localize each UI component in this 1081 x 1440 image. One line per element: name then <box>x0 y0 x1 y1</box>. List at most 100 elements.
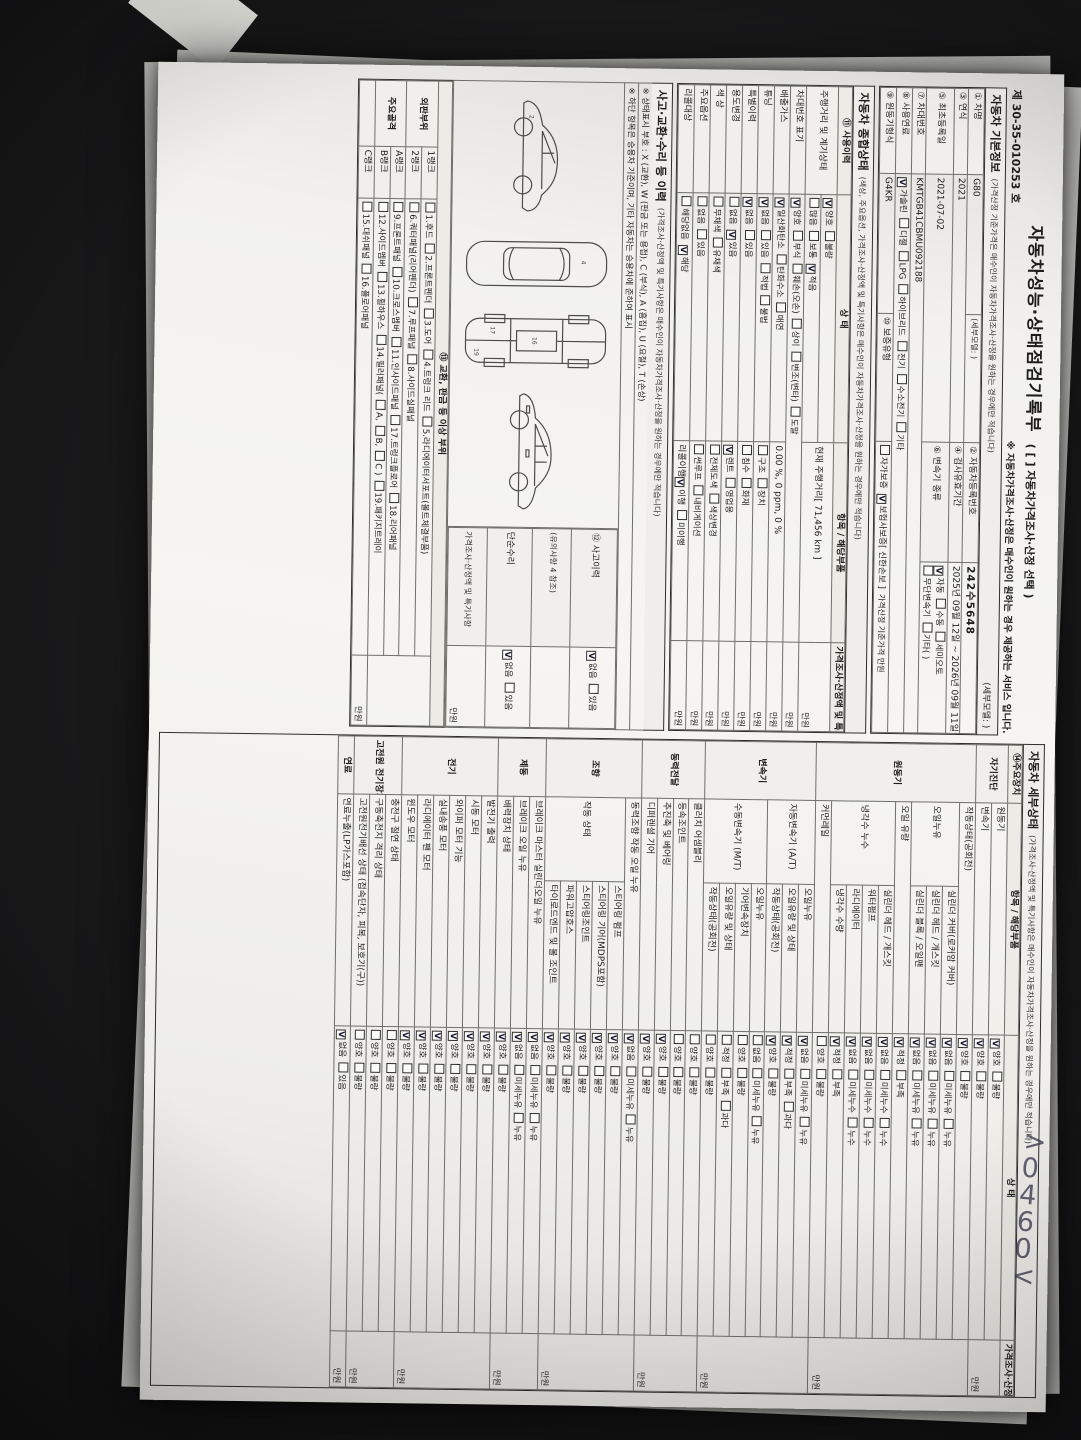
checkbox-색상변경[interactable]: 색상변경 <box>706 493 720 537</box>
checkbox-box[interactable] <box>657 1066 669 1077</box>
checkbox-box[interactable]: V <box>415 1030 426 1041</box>
checkbox-box[interactable] <box>809 197 820 208</box>
checkbox-적법[interactable]: 적법 <box>757 262 771 291</box>
checkbox-8.사이드실패널[interactable]: 8.사이드실패널 <box>404 354 418 422</box>
checkbox-불량[interactable]: 불량 <box>399 1063 413 1091</box>
checkbox-box[interactable] <box>760 295 771 306</box>
checkbox-장치[interactable]: 장치 <box>754 477 768 506</box>
checkbox-box[interactable]: V <box>822 198 833 209</box>
checkbox-없음[interactable]: V없음 <box>798 1035 809 1064</box>
checkbox-box[interactable] <box>375 399 386 411</box>
checkbox-box[interactable]: V <box>511 1031 522 1042</box>
checkbox-box[interactable] <box>898 250 909 261</box>
checkbox-box[interactable]: V <box>678 244 689 255</box>
checkbox-불량[interactable]: 불량 <box>463 1063 477 1092</box>
checkbox-불량[interactable]: 불량 <box>591 1065 605 1094</box>
checkbox-2.프론트펜더[interactable]: 2.프론트펜더 <box>421 243 435 303</box>
checkbox-box[interactable] <box>927 1119 938 1130</box>
checkbox-box[interactable]: V <box>989 1038 1001 1049</box>
checkbox-box[interactable] <box>689 1034 701 1045</box>
checkbox-14.필러패널([interactable]: 14.필러패널( <box>373 334 387 395</box>
checkbox-자동[interactable]: V자동 <box>933 565 945 594</box>
checkbox-box[interactable] <box>741 444 753 456</box>
checkbox-없음[interactable]: V없음 <box>623 1033 634 1061</box>
checkbox-box[interactable]: V <box>495 1031 506 1042</box>
checkbox-box[interactable]: V <box>575 1032 586 1043</box>
checkbox-box[interactable] <box>481 1064 493 1075</box>
checkbox-box[interactable] <box>393 202 404 213</box>
checkbox-box[interactable] <box>449 1063 461 1074</box>
checkbox-없음[interactable]: V없음 <box>586 650 597 679</box>
checkbox-적음[interactable]: V적음 <box>805 263 816 291</box>
checkbox-과다[interactable]: 과다 <box>718 1100 731 1128</box>
checkbox-양호[interactable]: V양호 <box>973 1038 985 1066</box>
checkbox-box[interactable] <box>737 1034 748 1046</box>
checkbox-많음[interactable]: 많음 <box>806 197 820 226</box>
checkbox-box[interactable] <box>757 477 768 489</box>
checkbox-box[interactable] <box>338 1062 349 1073</box>
checkbox-해당없음[interactable]: 해당없음 <box>679 196 692 240</box>
checkbox-box[interactable] <box>816 1068 827 1080</box>
checkbox-box[interactable] <box>760 262 771 273</box>
checkbox-box[interactable]: V <box>893 1037 905 1048</box>
checkbox-box[interactable] <box>784 1068 795 1079</box>
checkbox-box[interactable] <box>374 425 385 436</box>
checkbox-box[interactable]: V <box>479 1031 490 1042</box>
checkbox-4.트렁크 리드[interactable]: 4.트렁크 리드 <box>420 349 434 412</box>
checkbox-box[interactable]: V <box>805 263 816 274</box>
checkbox-box[interactable] <box>593 1065 605 1076</box>
checkbox-불법[interactable]: 불법 <box>757 295 771 324</box>
checkbox-양호[interactable]: V양호 <box>790 197 801 226</box>
checkbox-기타( )[interactable]: 기타( ) <box>920 622 934 659</box>
checkbox-불량[interactable]: 불량 <box>686 1067 700 1095</box>
checkbox-있음[interactable]: 있음 <box>335 1062 349 1090</box>
checkbox-box[interactable]: V <box>463 1031 474 1042</box>
checkbox-box[interactable] <box>673 1066 684 1078</box>
checkbox-적정[interactable]: V적정 <box>893 1037 905 1065</box>
checkbox-미세누유[interactable]: 미세누유 <box>623 1066 637 1110</box>
checkbox-매연[interactable]: 매연 <box>773 302 787 331</box>
checkbox-box[interactable] <box>709 444 721 455</box>
checkbox-미이행[interactable]: 미이행 <box>674 509 688 546</box>
checkbox-box[interactable] <box>776 253 787 265</box>
checkbox-box[interactable] <box>422 416 433 427</box>
checkbox-box[interactable]: V <box>798 1035 809 1046</box>
checkbox-box[interactable] <box>936 598 947 609</box>
checkbox-없음[interactable]: 없음 <box>750 1035 764 1063</box>
checkbox-없음[interactable]: V없음 <box>909 1037 921 1065</box>
checkbox-box[interactable] <box>898 217 910 228</box>
checkbox-7.루프패널[interactable]: 7.루프패널 <box>405 297 419 349</box>
checkbox-box[interactable] <box>799 1117 811 1128</box>
checkbox-box[interactable] <box>513 1113 524 1124</box>
checkbox-box[interactable] <box>768 1068 779 1079</box>
checkbox-없음[interactable]: 없음 <box>695 196 708 224</box>
checkbox-9.프론트패널[interactable]: 9.프론트패널 <box>390 202 404 262</box>
checkbox-box[interactable] <box>674 1034 685 1045</box>
checkbox-15.대쉬패널[interactable]: 15.대쉬패널 <box>359 201 373 259</box>
checkbox-양호[interactable]: V양호 <box>431 1030 442 1059</box>
checkbox-box[interactable]: V <box>447 1030 458 1042</box>
checkbox-불량[interactable]: 불량 <box>813 1068 827 1097</box>
checkbox-미세누유[interactable]: 미세누유 <box>527 1064 541 1109</box>
checkbox-box[interactable]: V <box>896 177 907 188</box>
checkbox-box[interactable]: V <box>501 649 512 660</box>
checkbox-6.쿼터패널(리어펜더)[interactable]: 6.쿼터패널(리어펜더) <box>406 202 420 293</box>
checkbox-box[interactable]: V <box>909 1037 921 1048</box>
checkbox-전체도색[interactable]: 전체도색 <box>707 444 721 488</box>
checkbox-box[interactable] <box>373 480 385 491</box>
checkbox-적정[interactable]: 적정 <box>718 1034 732 1063</box>
checkbox-box[interactable]: V <box>876 493 887 504</box>
checkbox-box[interactable] <box>677 509 688 521</box>
checkbox-불량[interactable]: 불량 <box>766 1068 779 1096</box>
checkbox-썬루프[interactable]: 썬루프 <box>691 444 705 480</box>
checkbox-box[interactable]: V <box>973 1038 985 1049</box>
checkbox-box[interactable] <box>389 493 400 504</box>
checkbox-box[interactable] <box>362 201 373 212</box>
checkbox-불량[interactable]: 불량 <box>479 1064 493 1092</box>
checkbox-box[interactable] <box>545 1065 557 1076</box>
checkbox-도말[interactable]: 도말 <box>787 406 801 435</box>
checkbox-누유[interactable]: 누유 <box>510 1113 524 1141</box>
checkbox-불량[interactable]: 불량 <box>973 1071 987 1099</box>
checkbox-디젤[interactable]: 디젤 <box>896 217 910 246</box>
checkbox-불량[interactable]: 불량 <box>575 1065 589 1094</box>
